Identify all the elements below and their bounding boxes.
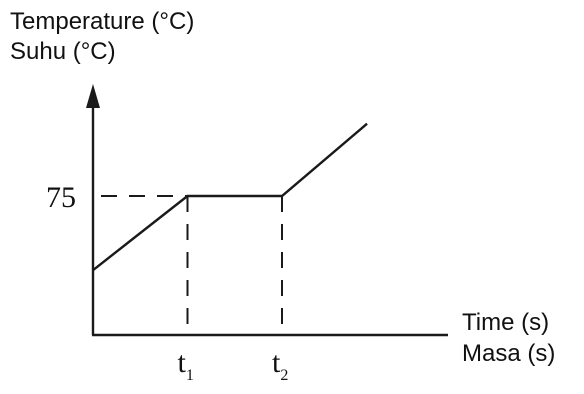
x-tick-labels: t1 t2 [178,346,289,384]
series-line-0 [92,122,368,272]
x-tick-label-1: t2 [272,346,288,384]
y-axis-label: Temperature (°C) [10,8,194,35]
guide-lines [101,195,283,335]
x-tick-subscript-0: 1 [186,367,194,384]
x-axis-label: Time (s) [462,309,549,336]
y-axis-label-alt: Suhu (°C) [10,38,116,65]
x-axis-label-alt: Masa (s) [462,340,555,367]
x-tick-subscript-1: 2 [280,367,288,384]
y-tick-label-0: 75 [46,181,76,214]
series-group [92,122,368,272]
y-tick-labels: 75 [46,181,76,214]
x-tick-label-0: t1 [178,346,194,384]
y-axis-arrow-icon [86,84,100,108]
